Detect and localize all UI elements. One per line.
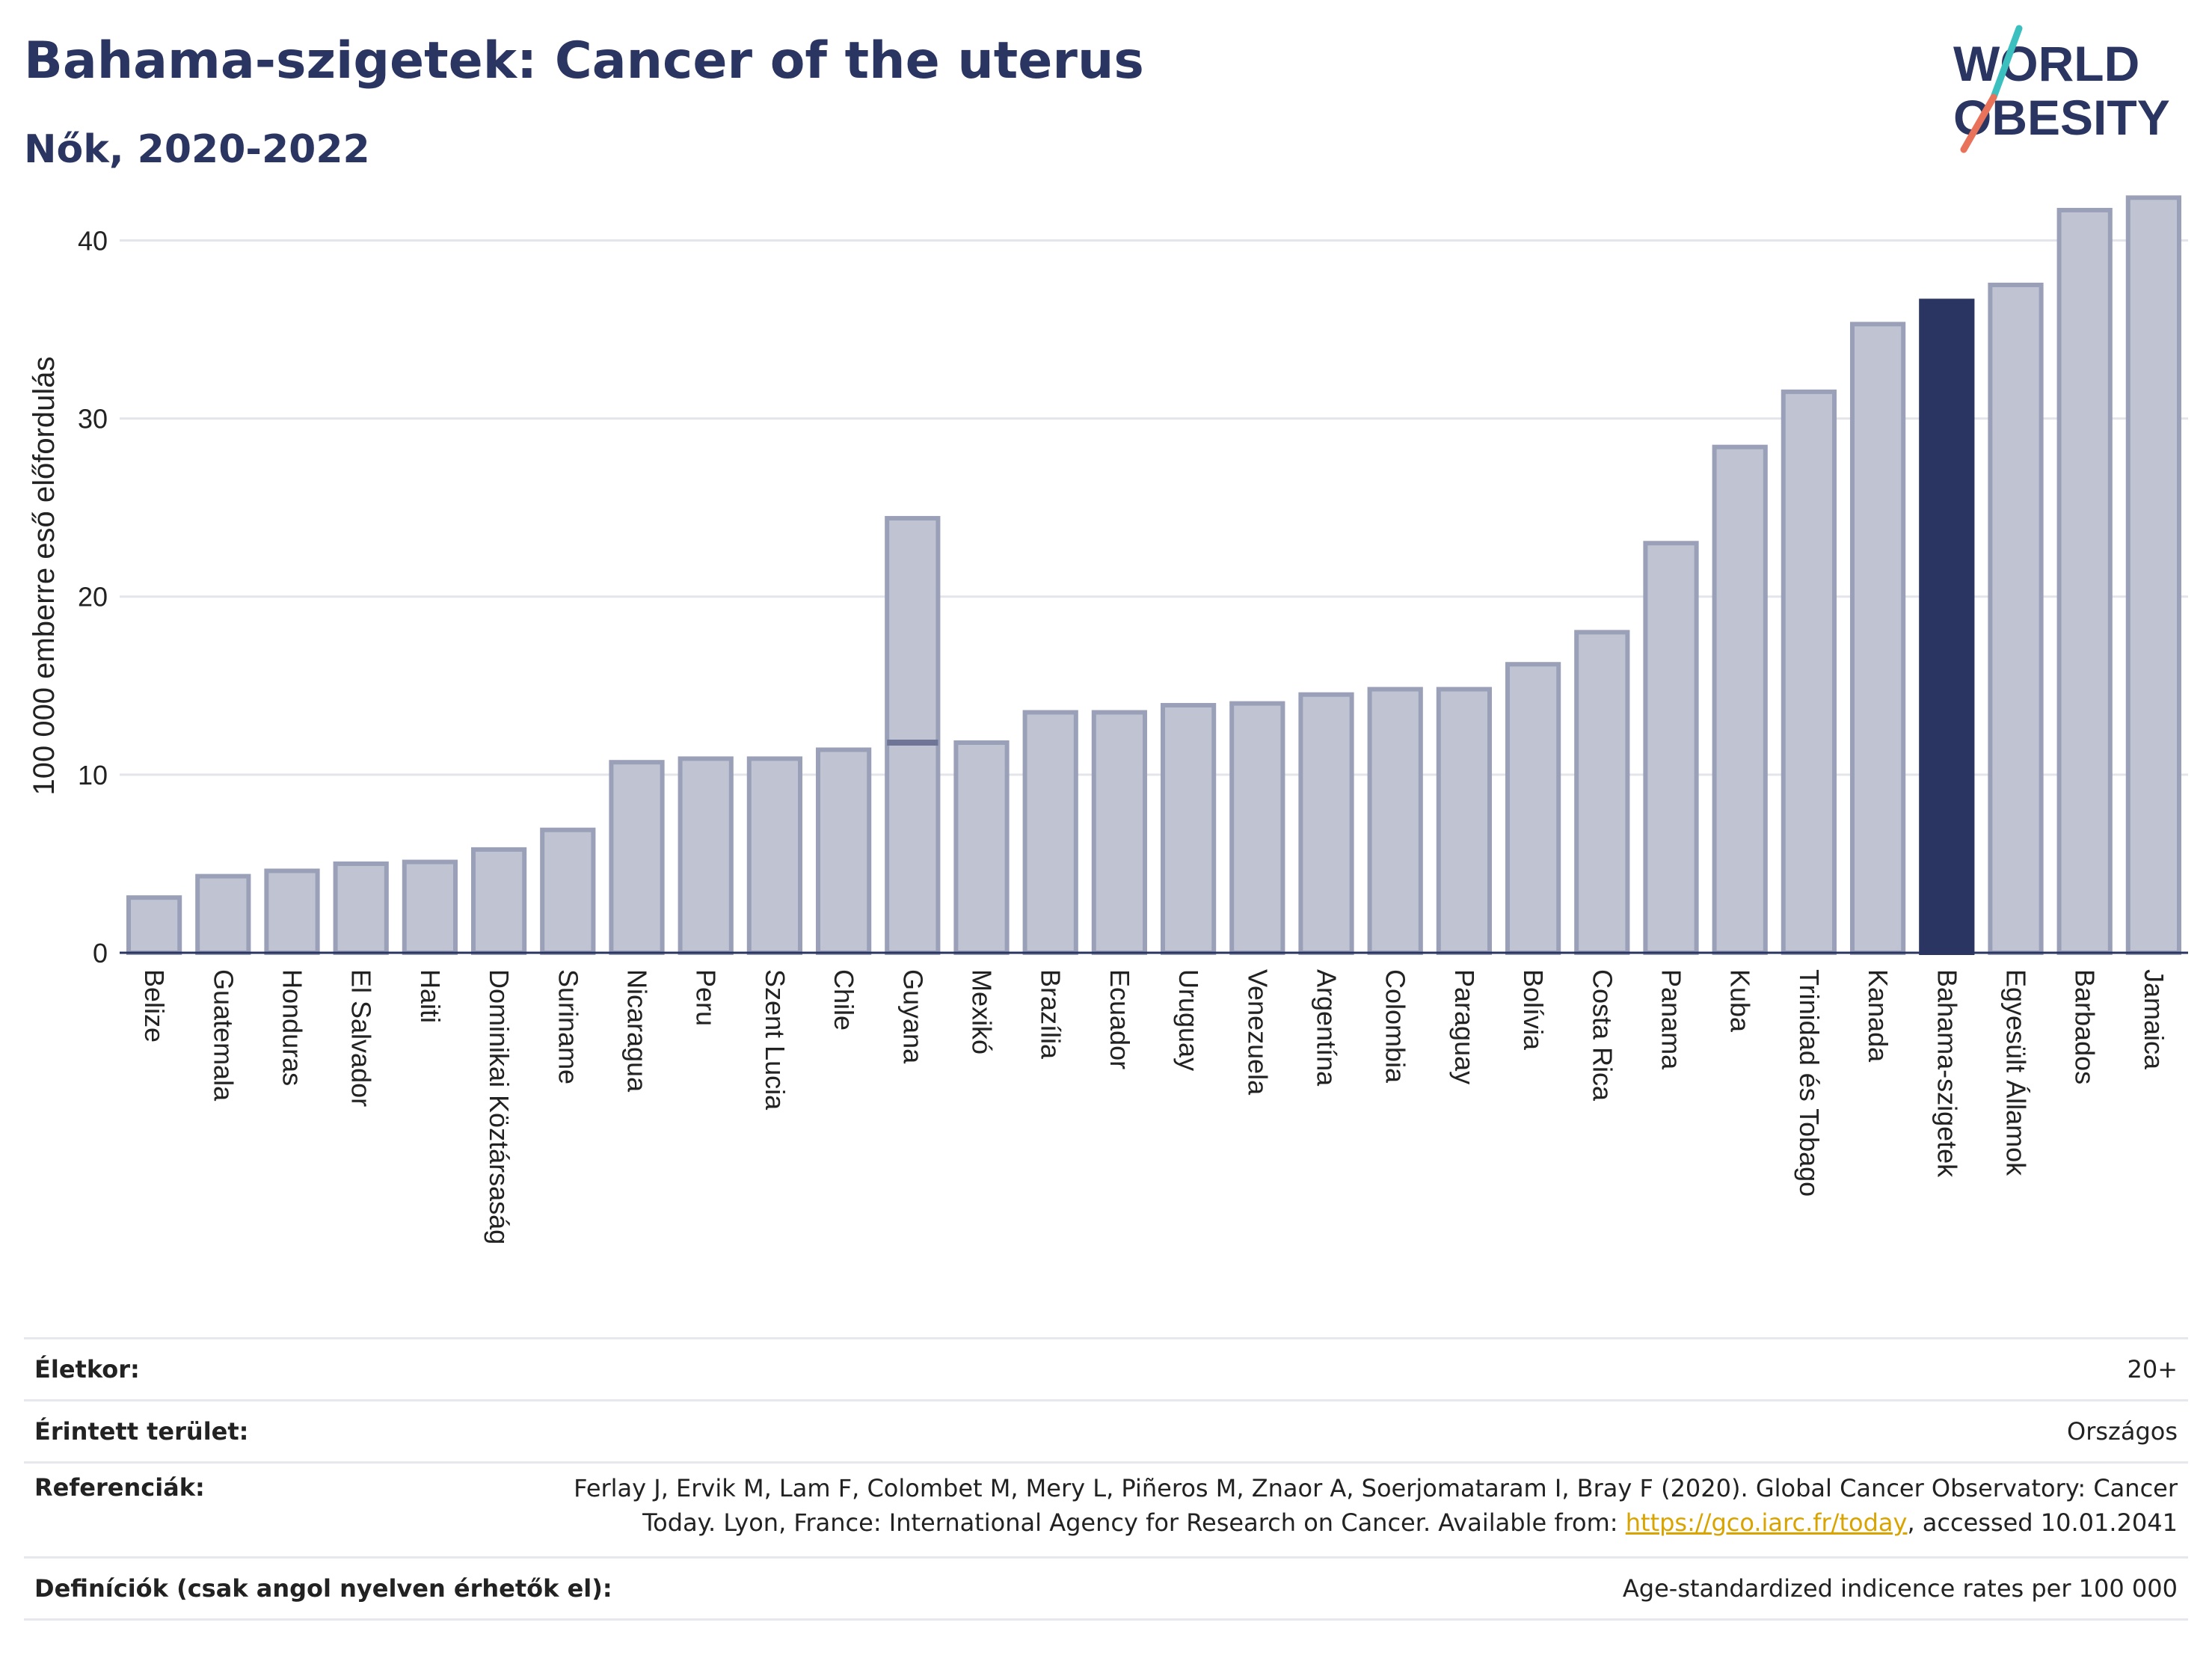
bar-costa-rica[interactable]: [1574, 630, 1630, 955]
reference-line-1: Ferlay J, Ervik M, Lam F, Colombet M, Me…: [574, 1474, 2178, 1502]
reference-line-2b: , accessed 10.01.2041: [1907, 1508, 2178, 1537]
bar-ecuador[interactable]: [1091, 710, 1148, 956]
x-tick-label: Ecuador: [1105, 969, 1135, 1069]
x-tick-label: Argentína: [1312, 969, 1342, 1087]
info-row-references: Referenciák: Ferlay J, Ervik M, Lam F, C…: [24, 1461, 2188, 1556]
reference-link[interactable]: https://gco.iarc.fr/today: [1625, 1508, 1908, 1537]
x-tick-label: Nicaragua: [622, 969, 653, 1093]
info-row-area: Érintett terület: Országos: [24, 1399, 2188, 1461]
bar-haiti[interactable]: [402, 859, 458, 955]
x-tick-label: Mexikó: [967, 969, 998, 1054]
chart-title: Bahama-szigetek: Cancer of the uterus: [24, 31, 1144, 90]
x-tick-label: Kuba: [1725, 969, 1756, 1033]
info-value-age: 20+: [2127, 1355, 2178, 1384]
bar-panama[interactable]: [1643, 541, 1699, 955]
bar-paraguay[interactable]: [1436, 687, 1493, 955]
x-tick-label: El Salvador: [346, 969, 377, 1107]
info-value-area: Országos: [2067, 1417, 2178, 1446]
bar-guyana[interactable]: [885, 515, 941, 955]
grid-lines: [120, 239, 2188, 776]
bar-bahama-szigetek[interactable]: [1919, 298, 1975, 955]
x-tick-label: Colombia: [1380, 969, 1411, 1084]
x-tick-label: Chile: [829, 969, 859, 1031]
x-tick-label: Paraguay: [1449, 969, 1480, 1084]
info-row-age: Életkor: 20+: [24, 1337, 2188, 1399]
x-tick-label: Bolívia: [1518, 969, 1549, 1051]
info-label-references: Referenciák:: [34, 1473, 205, 1502]
world-obesity-logo: WORLD OBESITY: [1953, 25, 2170, 153]
bar-el-salvador[interactable]: [333, 861, 389, 955]
bar-dominikai-köztársaság[interactable]: [470, 847, 527, 955]
x-tick-label: Guatemala: [208, 969, 239, 1102]
y-tick-label: 0: [93, 938, 108, 968]
bars: [126, 195, 2182, 956]
bar-mexikó[interactable]: [953, 740, 1010, 955]
bar-peru[interactable]: [678, 756, 734, 955]
bar-honduras[interactable]: [264, 868, 320, 955]
info-label-area: Érintett terület:: [34, 1417, 249, 1446]
bar-nicaragua[interactable]: [609, 760, 665, 955]
reference-line-2a: Today. Lyon, France: International Agenc…: [642, 1508, 1626, 1537]
y-tick-label: 40: [78, 225, 108, 256]
x-tick-label: Peru: [691, 969, 722, 1026]
x-tick-label: Dominikai Köztársaság: [484, 969, 514, 1244]
y-tick-label: 10: [78, 760, 108, 790]
chart-subtitle: Nők, 2020-2022: [24, 127, 370, 172]
x-tick-label: Costa Rica: [1587, 969, 1617, 1102]
bar-chart: 0 10 20 30 40 Belize Guatemala Honduras El Salv…: [28, 195, 2188, 1244]
x-tick-label: Barbados: [2070, 969, 2101, 1084]
bar-kuba[interactable]: [1712, 444, 1768, 955]
info-label-definitions: Definíciók (csak angol nyelven érhetők e…: [34, 1574, 612, 1603]
x-tick-label: Suriname: [553, 969, 583, 1084]
x-tick-label: Szent Lucia: [760, 969, 790, 1111]
bar-argentína[interactable]: [1298, 692, 1354, 956]
info-value-references: Ferlay J, Ervik M, Lam F, Colombet M, Me…: [574, 1464, 2188, 1540]
x-tick-label: Haiti: [415, 969, 446, 1023]
y-axis-label: 100 000 emberre eső előfordulás: [28, 356, 61, 795]
bar-brazília[interactable]: [1022, 710, 1078, 956]
bar-egyesült-államok[interactable]: [1988, 282, 2044, 955]
x-tick-label: Belize: [139, 969, 170, 1043]
y-tick-label: 20: [78, 582, 108, 612]
bar-szent-lucia[interactable]: [746, 756, 803, 955]
x-tick-label: Egyesült Államok: [2001, 969, 2032, 1176]
x-tick-label: Jamaica: [2139, 969, 2169, 1070]
x-tick-label: Venezuela: [1242, 969, 1273, 1096]
bar-chile[interactable]: [815, 747, 872, 955]
bar-colombia[interactable]: [1367, 687, 1423, 955]
x-tick-label: Kanada: [1863, 969, 1893, 1063]
bar-guatemala[interactable]: [195, 873, 251, 955]
x-tick-label: Guyana: [897, 969, 928, 1064]
bar-suriname[interactable]: [540, 827, 596, 955]
x-tick-label: Honduras: [277, 969, 308, 1086]
x-tick-label: Bahama-szigetek: [1932, 969, 1962, 1178]
info-table: Életkor: 20+ Érintett terület: Országos …: [24, 1337, 2188, 1621]
bar-belize[interactable]: [126, 895, 182, 956]
x-axis-labels: Belize Guatemala Honduras El Salvador Haiti D…: [139, 969, 2169, 1244]
bar-jamaica[interactable]: [2125, 195, 2182, 955]
bar-kanada[interactable]: [1849, 322, 1906, 955]
x-tick-label: Brazília: [1036, 969, 1066, 1060]
logo-word-1: WORLD: [1953, 36, 2139, 91]
x-tick-label: Panama: [1656, 969, 1687, 1070]
x-tick-label: Trinidad és Tobago: [1794, 969, 1825, 1197]
bar-bolívia[interactable]: [1505, 662, 1561, 955]
info-row-definitions: Definíciók (csak angol nyelven érhetők e…: [24, 1556, 2188, 1621]
info-value-definitions: Age-standardized indicence rates per 100…: [1622, 1574, 2178, 1603]
x-tick-label: Uruguay: [1173, 969, 1204, 1071]
bar-barbados[interactable]: [2056, 207, 2113, 955]
bar-venezuela[interactable]: [1229, 701, 1285, 956]
y-axis-ticks: 0 10 20 30 40: [78, 225, 108, 968]
bar-trinidad-és-tobago[interactable]: [1781, 389, 1837, 955]
y-tick-label: 30: [78, 404, 108, 435]
info-label-age: Életkor:: [34, 1355, 140, 1384]
bar-uruguay[interactable]: [1160, 702, 1217, 955]
